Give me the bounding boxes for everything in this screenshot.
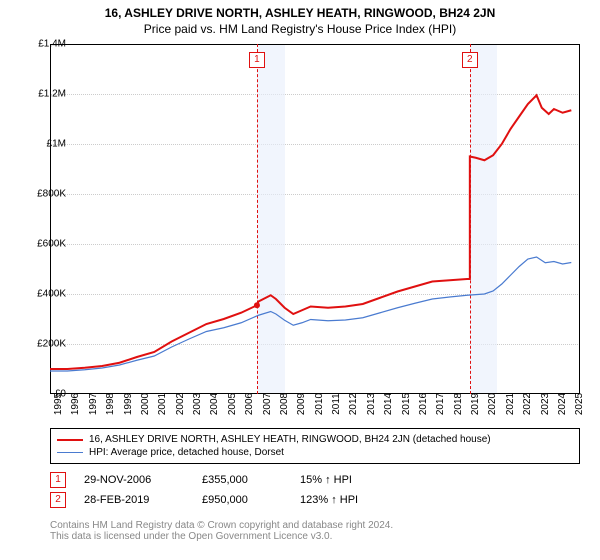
- x-tick-label: 2013: [366, 393, 377, 415]
- legend-label-hpi: HPI: Average price, detached house, Dors…: [89, 447, 284, 458]
- x-tick-label: 2002: [175, 393, 186, 415]
- footer: Contains HM Land Registry data © Crown c…: [50, 520, 580, 542]
- x-tick-label: 1998: [105, 393, 116, 415]
- y-tick-label: £200K: [37, 339, 66, 350]
- sale-pct-2: 123% ↑ HPI: [300, 494, 400, 506]
- y-tick-label: £1M: [47, 139, 66, 150]
- y-tick-label: £1.4M: [38, 39, 66, 50]
- sale-date-2: 28-FEB-2019: [84, 494, 184, 506]
- x-tick-label: 2025: [574, 393, 585, 415]
- x-tick-label: 2018: [453, 393, 464, 415]
- footer-line-2: This data is licensed under the Open Gov…: [50, 531, 580, 542]
- x-tick-label: 2004: [209, 393, 220, 415]
- x-tick-label: 2022: [522, 393, 533, 415]
- x-tick-label: 2003: [192, 393, 203, 415]
- sale-pct-1: 15% ↑ HPI: [300, 474, 400, 486]
- x-tick-label: 2001: [157, 393, 168, 415]
- x-tick-label: 2020: [487, 393, 498, 415]
- sale-point-1: [254, 302, 260, 308]
- x-tick-label: 1997: [88, 393, 99, 415]
- x-tick-label: 2008: [279, 393, 290, 415]
- sale-marker-2: 2: [50, 492, 66, 508]
- line-plot: [50, 44, 580, 394]
- y-tick-label: £1.2M: [38, 89, 66, 100]
- x-tick-label: 2011: [331, 393, 342, 415]
- sale-marker-1: 1: [50, 472, 66, 488]
- x-tick-label: 2007: [262, 393, 273, 415]
- legend-item-property: 16, ASHLEY DRIVE NORTH, ASHLEY HEATH, RI…: [57, 433, 573, 446]
- legend-swatch-hpi: [57, 452, 83, 453]
- chart-subtitle: Price paid vs. HM Land Registry's House …: [0, 20, 600, 40]
- sales-table: 1 29-NOV-2006 £355,000 15% ↑ HPI 2 28-FE…: [50, 470, 580, 510]
- sale-date-1: 29-NOV-2006: [84, 474, 184, 486]
- sale-row-1: 1 29-NOV-2006 £355,000 15% ↑ HPI: [50, 470, 580, 490]
- x-tick-label: 1995: [53, 393, 64, 415]
- x-tick-label: 2000: [140, 393, 151, 415]
- y-tick-label: £400K: [37, 289, 66, 300]
- x-tick-label: 2009: [296, 393, 307, 415]
- footer-line-1: Contains HM Land Registry data © Crown c…: [50, 520, 580, 531]
- x-tick-label: 2010: [314, 393, 325, 415]
- x-tick-label: 2014: [383, 393, 394, 415]
- x-tick-label: 1996: [70, 393, 81, 415]
- legend: 16, ASHLEY DRIVE NORTH, ASHLEY HEATH, RI…: [50, 428, 580, 464]
- x-tick-label: 2023: [540, 393, 551, 415]
- x-tick-label: 2017: [435, 393, 446, 415]
- legend-swatch-property: [57, 439, 83, 441]
- x-tick-label: 2015: [401, 393, 412, 415]
- legend-label-property: 16, ASHLEY DRIVE NORTH, ASHLEY HEATH, RI…: [89, 434, 491, 445]
- sale-price-2: £950,000: [202, 494, 282, 506]
- x-tick-label: 2006: [244, 393, 255, 415]
- x-tick-label: 2012: [348, 393, 359, 415]
- sale-price-1: £355,000: [202, 474, 282, 486]
- x-tick-label: 2005: [227, 393, 238, 415]
- chart-container: 16, ASHLEY DRIVE NORTH, ASHLEY HEATH, RI…: [0, 0, 600, 560]
- x-tick-label: 1999: [123, 393, 134, 415]
- x-tick-label: 2024: [557, 393, 568, 415]
- x-tick-label: 2021: [505, 393, 516, 415]
- x-tick-label: 2019: [470, 393, 481, 415]
- x-tick-label: 2016: [418, 393, 429, 415]
- series-hpi: [50, 257, 571, 371]
- y-tick-label: £600K: [37, 239, 66, 250]
- series-property: [50, 95, 571, 369]
- y-tick-label: £800K: [37, 189, 66, 200]
- sale-row-2: 2 28-FEB-2019 £950,000 123% ↑ HPI: [50, 490, 580, 510]
- chart-title: 16, ASHLEY DRIVE NORTH, ASHLEY HEATH, RI…: [0, 0, 600, 20]
- legend-item-hpi: HPI: Average price, detached house, Dors…: [57, 446, 573, 459]
